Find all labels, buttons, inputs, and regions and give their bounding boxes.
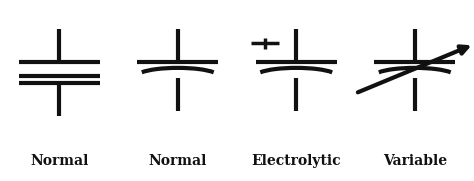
- Text: Normal: Normal: [30, 154, 89, 168]
- Text: Normal: Normal: [148, 154, 207, 168]
- Text: Variable: Variable: [383, 154, 447, 168]
- Text: Electrolytic: Electrolytic: [251, 154, 341, 168]
